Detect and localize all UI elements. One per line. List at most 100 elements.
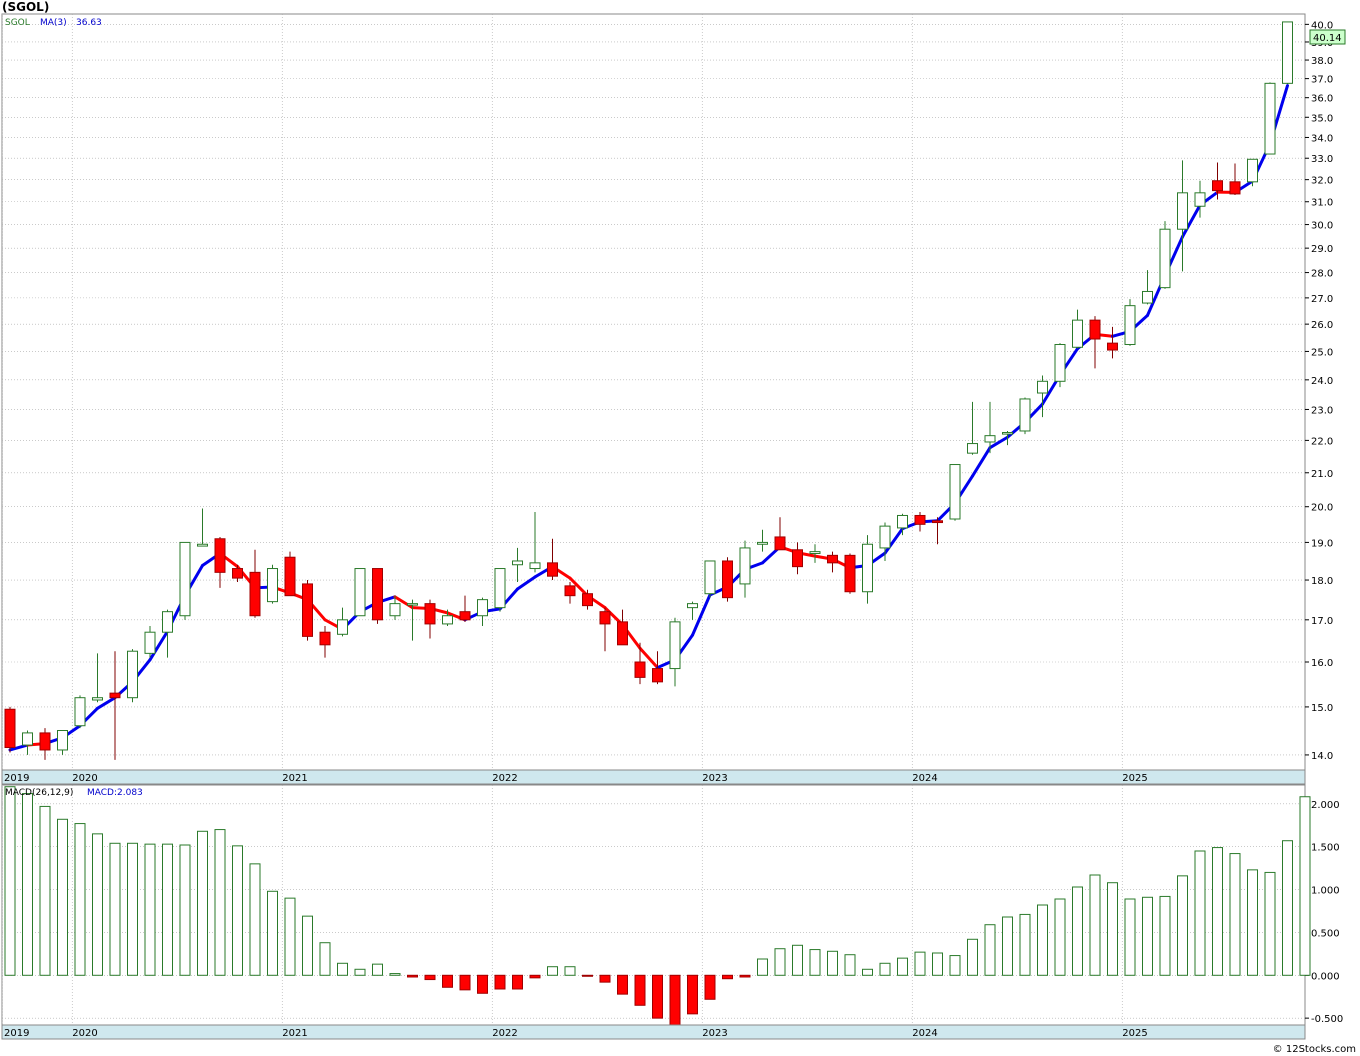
candle-body — [267, 568, 278, 603]
ma-segment — [393, 595, 414, 610]
candle-body — [1054, 344, 1066, 382]
ma-segment — [883, 527, 904, 555]
candle-body — [372, 568, 383, 621]
candle-body — [652, 668, 663, 683]
macd-bar — [477, 974, 488, 994]
macd-bar — [214, 829, 226, 976]
candle-body — [704, 560, 716, 595]
macd-bar — [1124, 898, 1136, 976]
macd-bar — [1159, 895, 1171, 976]
macd-bar — [617, 974, 628, 995]
macd-bar — [1247, 869, 1258, 976]
candle-body — [1107, 342, 1118, 351]
candle-body — [1194, 192, 1206, 207]
price-x-axis-band — [1, 769, 1306, 785]
macd-bar — [1037, 904, 1048, 976]
year-label: 2019 — [4, 773, 29, 784]
macd-bar — [722, 974, 733, 980]
year-label: 2023 — [702, 1028, 727, 1039]
macd-bar — [914, 951, 926, 976]
macd-bar — [144, 843, 156, 976]
macd-bar — [1264, 871, 1276, 976]
macd-bar — [267, 890, 278, 976]
macd-bar — [844, 954, 856, 976]
price-tick-label: 26.0 — [1311, 320, 1333, 331]
price-tick-label: 17.0 — [1311, 616, 1333, 627]
ma-segment — [638, 646, 659, 670]
candle-body — [1002, 432, 1013, 435]
price-panel — [1, 13, 1306, 771]
candle-body — [1229, 181, 1241, 195]
candle-body — [197, 543, 208, 547]
last-price-badge — [1309, 29, 1346, 45]
macd-bar — [984, 924, 996, 976]
ma-segment — [568, 576, 589, 598]
candle-body — [932, 520, 943, 524]
year-label: 2019 — [4, 1028, 29, 1039]
macd-bar — [1282, 840, 1293, 976]
macd-bar — [1194, 850, 1206, 976]
macd-bar — [529, 974, 541, 979]
macd-bar — [179, 844, 191, 976]
price-tick-label: 25.0 — [1311, 347, 1333, 358]
price-tick-label: 23.0 — [1311, 405, 1333, 416]
macd-bar — [442, 974, 453, 988]
price-tick-label: 38.0 — [1311, 56, 1333, 67]
ma-segment — [148, 629, 169, 662]
candle-body — [162, 611, 173, 633]
candle-body — [1124, 305, 1136, 346]
macd-bar — [127, 842, 138, 976]
candle-body — [284, 556, 296, 597]
price-y-axis: 14.0 15.0 16.0 17.0 18.0 19.0 20.0 21.0 22.0 23.0… — [1305, 20, 1333, 762]
macd-bar — [774, 948, 786, 976]
ma-value: 36.63 — [76, 18, 102, 28]
ma-segment — [96, 696, 117, 710]
candle-body — [564, 585, 576, 597]
candle-body — [1247, 158, 1258, 183]
macd-bar — [4, 786, 16, 976]
macd-x-axis-band — [1, 1024, 1306, 1040]
candle-body — [407, 603, 418, 606]
last-price-label: 40.14 — [1313, 33, 1342, 44]
candle-body — [827, 554, 838, 564]
candle-body — [862, 543, 873, 593]
macd-bar — [39, 805, 51, 976]
macd-bar — [459, 974, 471, 991]
ma-segment — [691, 593, 712, 637]
candle-body — [249, 571, 261, 617]
candle-body — [809, 551, 821, 554]
price-tick-label: 33.0 — [1311, 154, 1333, 165]
candlestick-series — [4, 21, 1293, 760]
candle-body — [1264, 82, 1276, 155]
macd-bar — [284, 897, 296, 976]
candle-body — [214, 538, 226, 573]
candle-body — [512, 560, 523, 566]
macd-bar — [669, 974, 681, 1026]
candle-body — [1282, 21, 1293, 84]
macd-bar — [389, 973, 401, 976]
year-label: 2022 — [492, 1028, 517, 1039]
price-x-axis: 2019 2020 2021 2022 2023 2024 2025 — [4, 773, 1148, 784]
candle-body — [1019, 398, 1031, 432]
candle-body — [144, 631, 156, 654]
macd-bar — [687, 974, 698, 1015]
candle-body — [984, 435, 996, 443]
macd-bar — [494, 974, 506, 990]
macd-bar — [1212, 847, 1223, 976]
candle-body — [914, 514, 926, 525]
candle-body — [22, 732, 33, 746]
price-tick-label: 27.0 — [1311, 294, 1333, 305]
year-label: 2021 — [282, 773, 307, 784]
macd-bar — [1089, 874, 1101, 976]
candle-body — [337, 619, 348, 635]
candle-body — [459, 611, 471, 621]
ma-segment — [8, 743, 29, 752]
macd-bar — [634, 974, 646, 1006]
macd-label: MACD(26,12,9) — [5, 788, 73, 798]
candle-body — [582, 593, 593, 607]
macd-bar — [564, 966, 576, 976]
macd-bar — [162, 843, 173, 976]
price-tick-label: 22.0 — [1311, 436, 1333, 447]
candle-body — [477, 599, 488, 617]
